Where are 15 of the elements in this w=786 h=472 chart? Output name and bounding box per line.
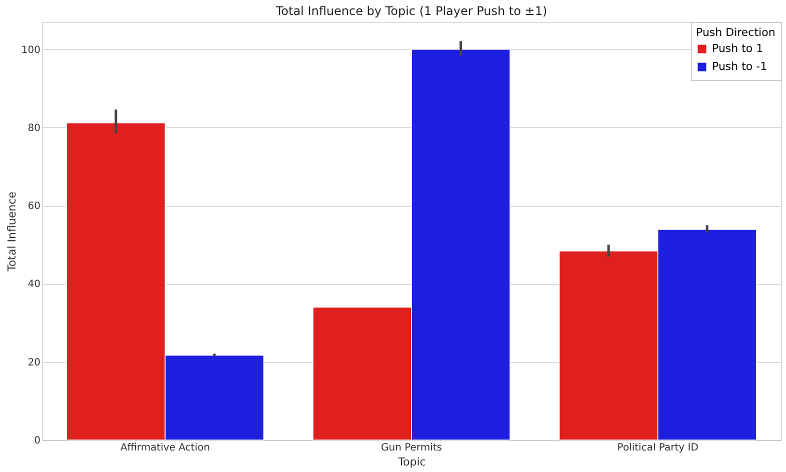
legend-label: Push to -1 — [712, 60, 768, 73]
legend-title: Push Direction — [696, 26, 776, 39]
y-tick-label: 100 — [21, 44, 40, 56]
y-axis-title: Total Influence — [5, 191, 18, 272]
legend-label: Push to 1 — [712, 42, 764, 55]
x-tick-label: Gun Permits — [380, 442, 442, 454]
y-tick-label: 60 — [28, 201, 40, 212]
y-tick-label: 40 — [28, 279, 40, 290]
y-tick-label: 80 — [28, 122, 40, 134]
y-tick-label: 0 — [34, 436, 40, 446]
x-axis-title: Topic — [397, 456, 426, 468]
x-tick-label: Affirmative Action — [120, 442, 210, 454]
chart-title: Total Influence by Topic (1 Player Push to ±1) — [274, 4, 548, 18]
y-tick-label: 20 — [28, 357, 40, 368]
x-tick-label: Political Party ID — [617, 442, 699, 454]
